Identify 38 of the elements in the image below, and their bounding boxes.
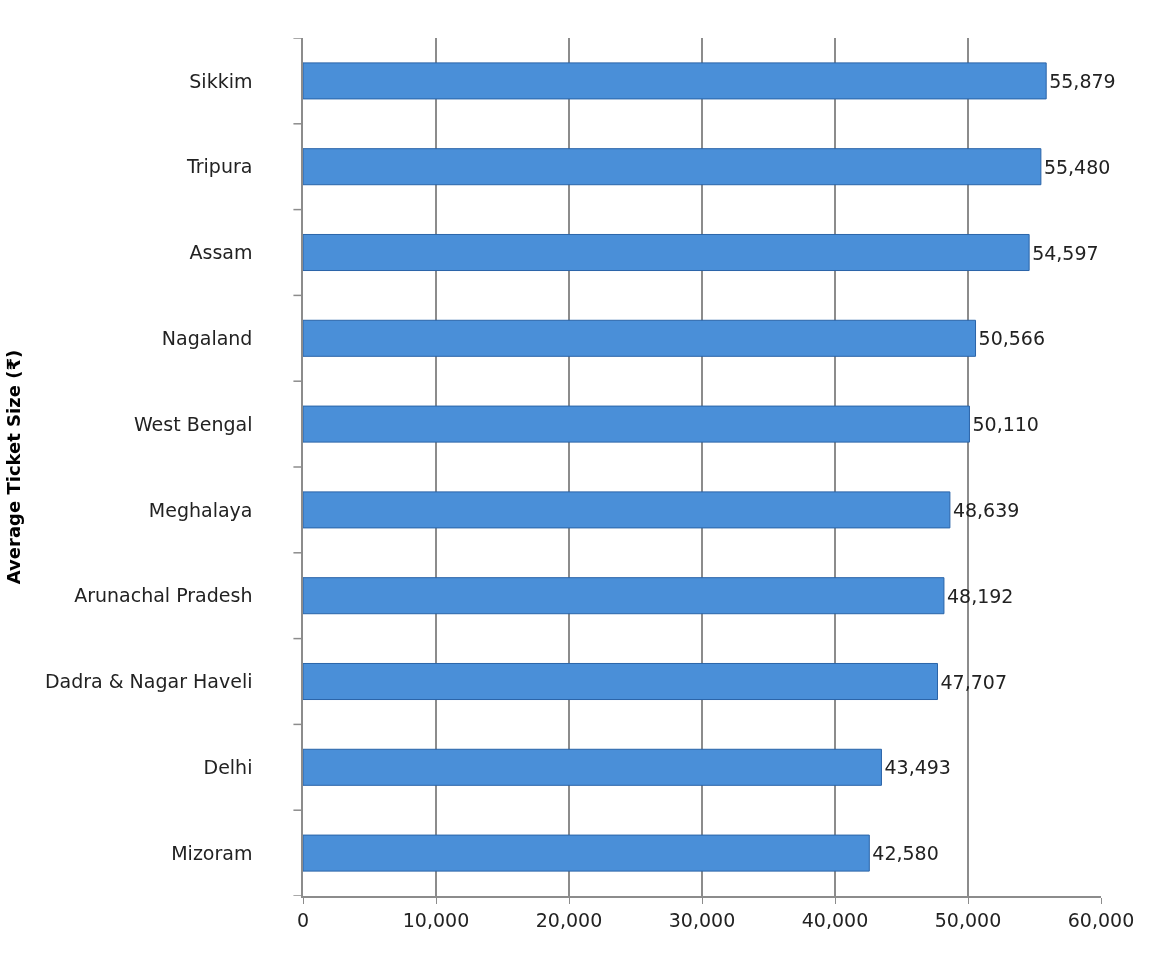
data-label: 50,566 [978, 327, 1046, 350]
data-label: 55,879 [1049, 69, 1116, 92]
y-tick-label: Assam [189, 241, 253, 264]
bar [303, 491, 951, 529]
bar [303, 662, 938, 701]
y-tick-label: Arunachal Pradesh [74, 584, 253, 607]
x-tick-label: 40,000 [801, 908, 869, 931]
bar [303, 748, 882, 786]
y-tick-label: Delhi [203, 755, 253, 778]
data-label: 48,192 [946, 584, 1014, 607]
y-tick-label: West Bengal [133, 412, 253, 435]
x-tick-label: 20,000 [535, 908, 603, 931]
x-tick-label: 0 [296, 908, 310, 931]
x-tick-label: 50,000 [934, 908, 1002, 931]
data-label: 50,110 [972, 413, 1039, 436]
y-axis-title: Average Ticket Size (₹) [2, 349, 24, 585]
y-tick-label: Mizoram [171, 841, 253, 864]
data-label: 43,493 [884, 756, 951, 779]
bar [303, 233, 1030, 272]
bar [303, 577, 945, 615]
bar [303, 62, 1047, 100]
y-tick-label: Meghalaya [148, 498, 253, 521]
y-tick-label: Sikkim [189, 69, 253, 92]
bar [303, 148, 1042, 186]
data-label: 54,597 [1032, 241, 1099, 264]
data-label: 55,480 [1043, 155, 1111, 178]
x-tick-label: 10,000 [402, 908, 470, 931]
bar [303, 834, 870, 872]
bar [303, 319, 977, 357]
x-tick-label: 60,000 [1067, 908, 1135, 931]
y-tick-label: Nagaland [161, 326, 253, 349]
y-tick-label: Tripura [185, 155, 253, 178]
y-tick-label: Dadra & Nagar Haveli [44, 670, 253, 693]
data-label: 48,639 [952, 498, 1020, 521]
x-tick-label: 30,000 [668, 908, 736, 931]
data-label: 42,580 [872, 842, 939, 865]
data-label: 47,707 [940, 670, 1007, 693]
bar [303, 405, 970, 443]
